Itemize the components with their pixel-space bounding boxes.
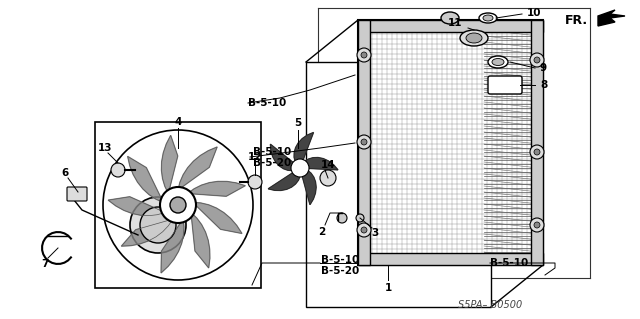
Text: B-5-10: B-5-10 <box>321 255 359 265</box>
Circle shape <box>140 207 176 243</box>
Ellipse shape <box>483 15 493 21</box>
Polygon shape <box>268 168 300 190</box>
Circle shape <box>534 222 540 228</box>
Text: 12: 12 <box>248 152 262 162</box>
FancyBboxPatch shape <box>488 76 522 94</box>
Polygon shape <box>300 168 316 205</box>
Circle shape <box>160 187 196 223</box>
Text: 8: 8 <box>540 80 547 90</box>
Circle shape <box>291 159 309 177</box>
Circle shape <box>356 214 364 222</box>
Circle shape <box>530 53 544 67</box>
Ellipse shape <box>441 12 459 24</box>
Text: 9: 9 <box>540 63 547 73</box>
Circle shape <box>361 52 367 58</box>
Ellipse shape <box>460 30 488 46</box>
Circle shape <box>361 139 367 145</box>
Circle shape <box>530 145 544 159</box>
Text: B-5-10: B-5-10 <box>253 147 291 157</box>
Text: 7: 7 <box>42 259 49 269</box>
Circle shape <box>357 48 371 62</box>
Bar <box>358 253 543 265</box>
Polygon shape <box>127 156 163 202</box>
Text: B-5-10: B-5-10 <box>490 258 528 268</box>
Circle shape <box>103 130 253 280</box>
Bar <box>358 20 543 32</box>
Polygon shape <box>161 219 184 273</box>
Circle shape <box>357 135 371 149</box>
Text: S5PA– B0500: S5PA– B0500 <box>458 300 522 310</box>
Circle shape <box>337 213 347 223</box>
Polygon shape <box>178 147 217 190</box>
Text: FR.: FR. <box>565 13 588 26</box>
Circle shape <box>530 218 544 232</box>
Ellipse shape <box>466 33 482 43</box>
Text: 14: 14 <box>321 160 335 170</box>
Text: 3: 3 <box>371 228 379 238</box>
Ellipse shape <box>492 58 504 65</box>
Text: B-5-20: B-5-20 <box>253 158 291 168</box>
Polygon shape <box>191 212 210 268</box>
Polygon shape <box>300 158 338 170</box>
Circle shape <box>248 175 262 189</box>
Circle shape <box>361 227 367 233</box>
Circle shape <box>111 163 125 177</box>
Polygon shape <box>306 62 491 307</box>
Ellipse shape <box>479 13 497 23</box>
Text: 4: 4 <box>174 117 182 127</box>
Ellipse shape <box>488 56 508 68</box>
Circle shape <box>170 197 186 213</box>
Text: 6: 6 <box>61 168 68 178</box>
FancyBboxPatch shape <box>67 187 87 201</box>
Text: 11: 11 <box>447 18 462 28</box>
Polygon shape <box>193 202 242 234</box>
Text: B-5-10: B-5-10 <box>248 98 286 108</box>
Polygon shape <box>108 197 165 216</box>
Circle shape <box>320 170 336 186</box>
Circle shape <box>534 57 540 63</box>
Polygon shape <box>294 132 314 168</box>
Polygon shape <box>161 135 178 194</box>
Circle shape <box>357 223 371 237</box>
Text: 13: 13 <box>98 143 112 153</box>
Bar <box>95 122 261 288</box>
Polygon shape <box>358 20 543 265</box>
Polygon shape <box>270 144 300 171</box>
Bar <box>531 20 543 265</box>
Polygon shape <box>598 10 625 26</box>
Bar <box>358 20 370 265</box>
Circle shape <box>534 149 540 155</box>
Polygon shape <box>122 219 173 246</box>
Text: 5: 5 <box>294 118 301 128</box>
Text: 10: 10 <box>527 8 541 18</box>
Text: B-5-20: B-5-20 <box>321 266 359 276</box>
Text: 2: 2 <box>318 227 326 237</box>
Text: 1: 1 <box>385 283 392 293</box>
Circle shape <box>130 197 186 253</box>
Polygon shape <box>188 182 245 196</box>
